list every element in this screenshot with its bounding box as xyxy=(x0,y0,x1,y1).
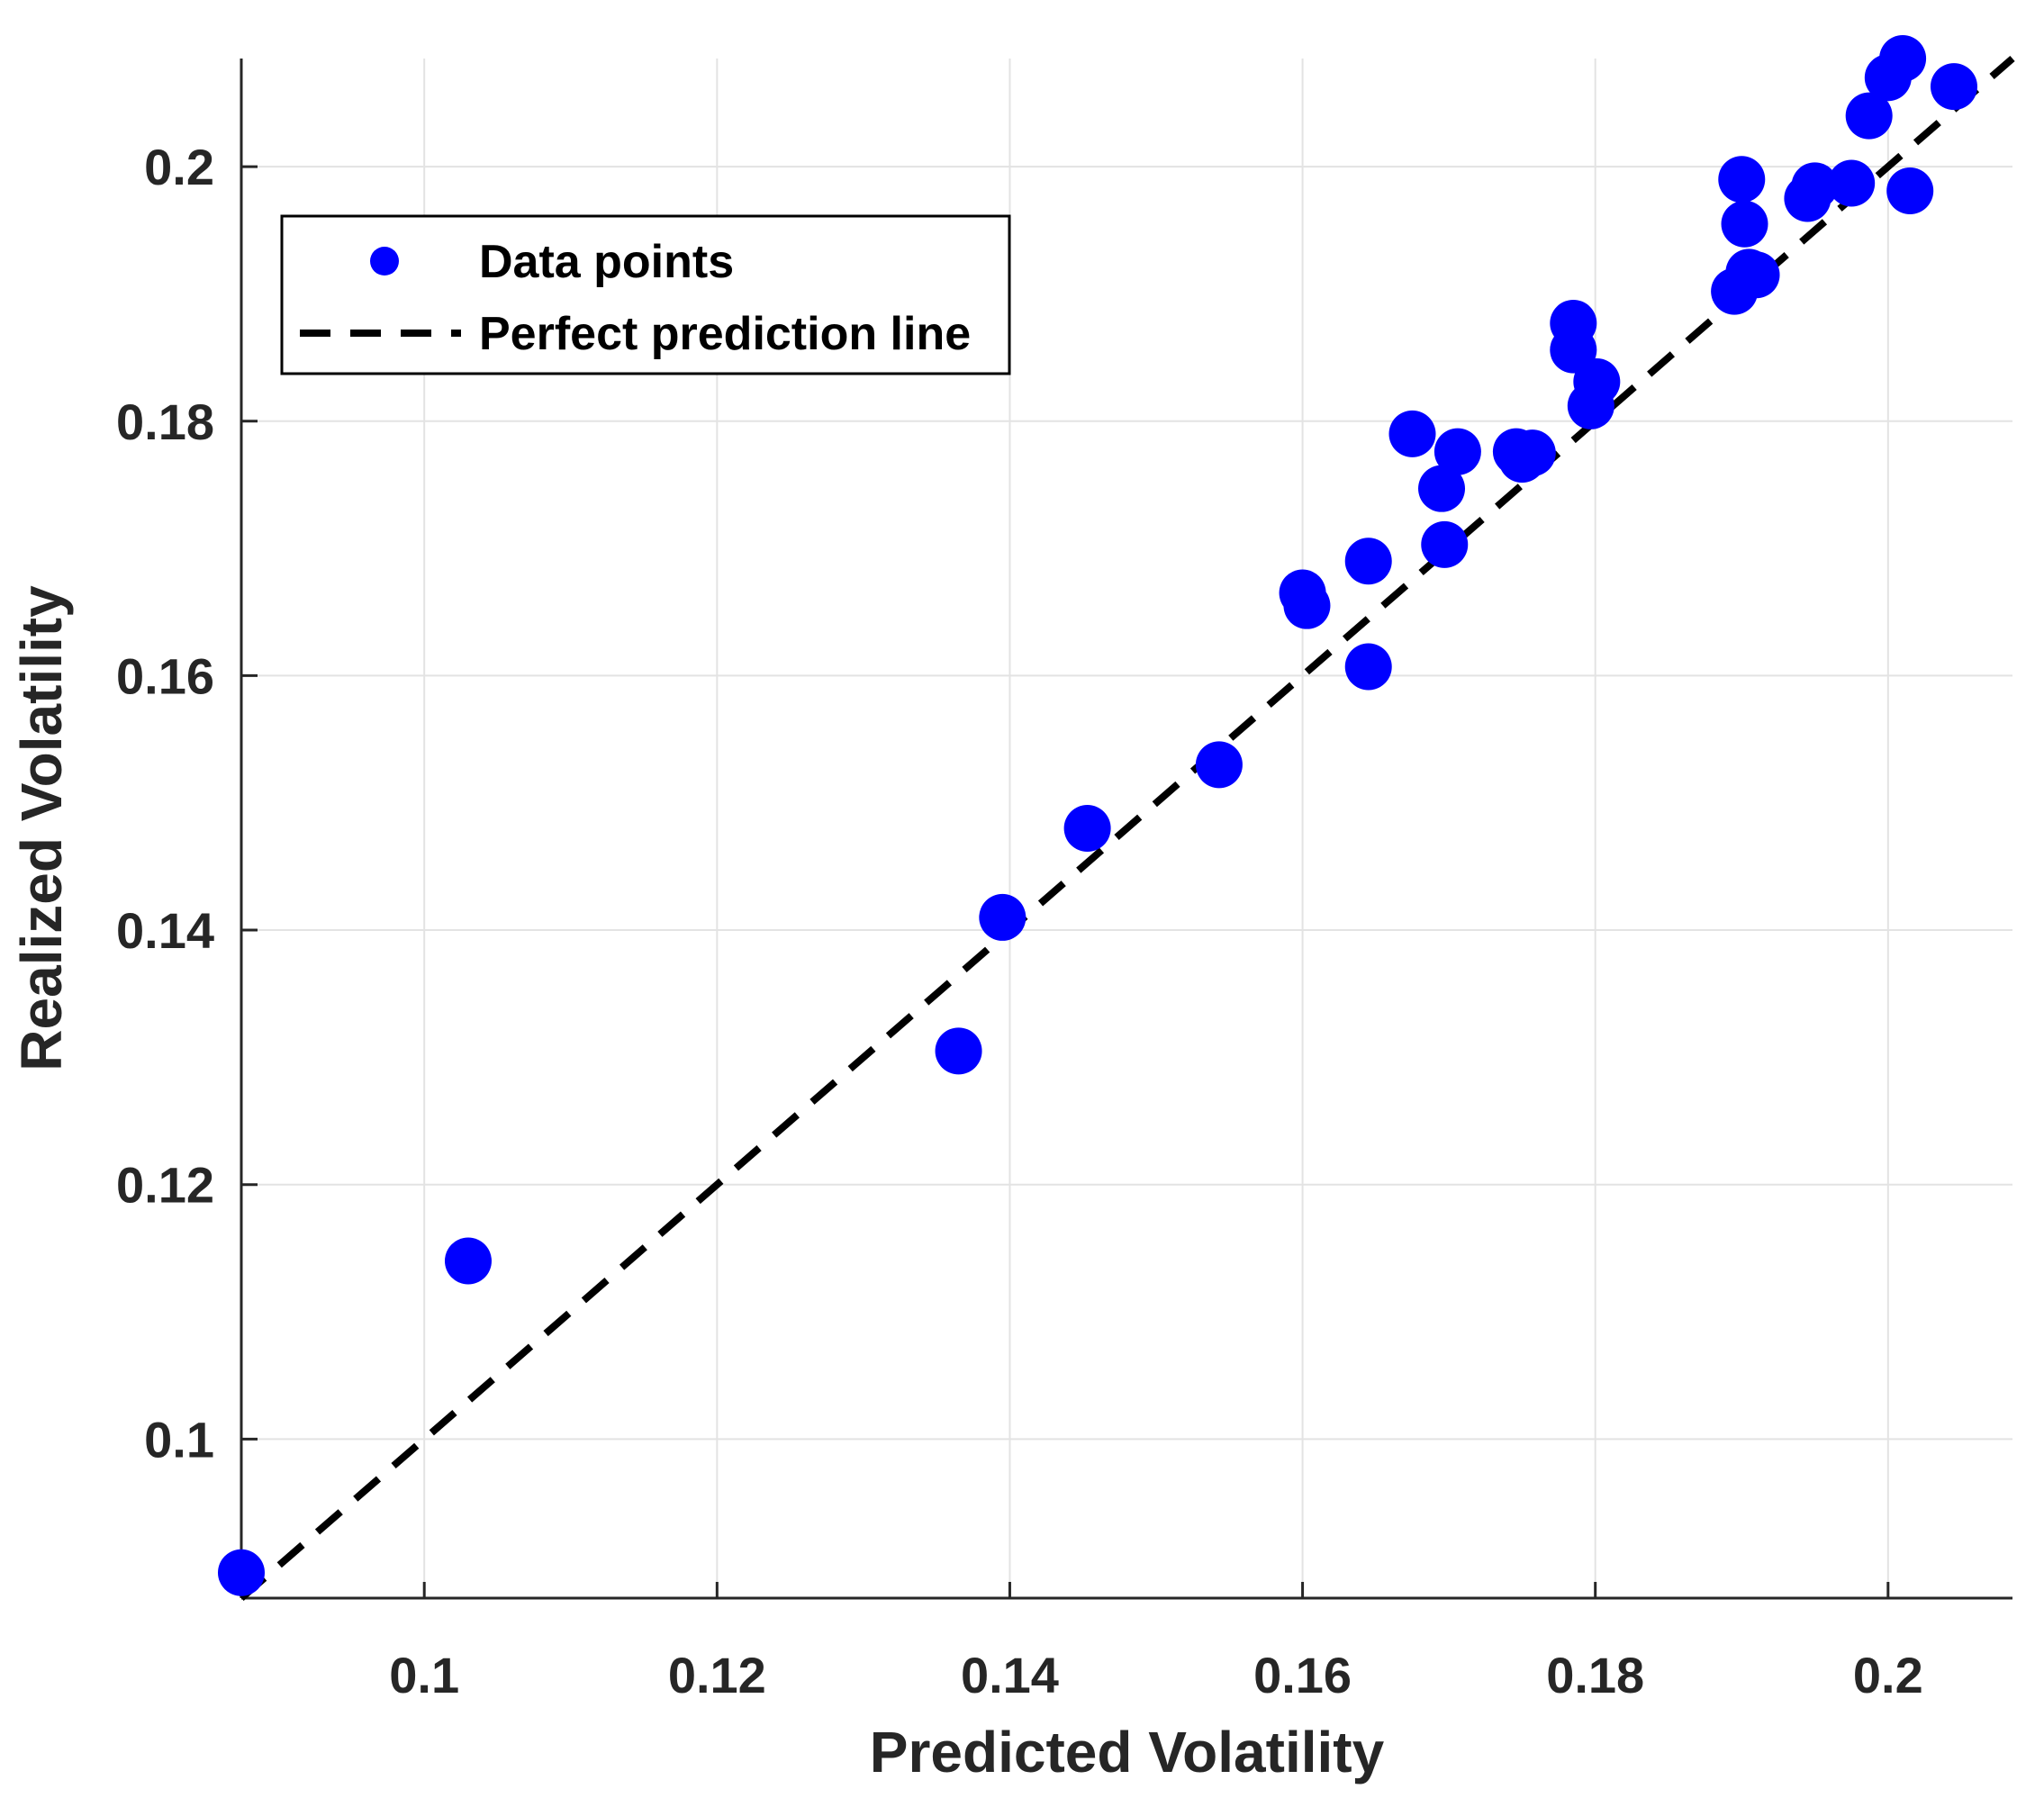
x-axis-label: Predicted Volatility xyxy=(870,1720,1385,1784)
data-point xyxy=(1845,92,1893,140)
x-tick-label: 0.2 xyxy=(1853,1647,1923,1703)
data-point xyxy=(1195,741,1243,789)
y-tick-label: 0.18 xyxy=(116,393,214,450)
data-point xyxy=(1421,520,1469,568)
legend-box xyxy=(280,214,1011,375)
data-point xyxy=(218,1549,265,1596)
tick-labels: 0.1 0.12 0.14 0.16 0.18 0.2 0.1 0.12 0.14 0.16 0.1… xyxy=(116,139,1923,1703)
y-tick-label: 0.2 xyxy=(144,139,214,195)
data-point xyxy=(1508,429,1556,477)
data-point xyxy=(1828,159,1876,207)
data-point xyxy=(1063,805,1111,852)
y-axis-label: Realized Volatility xyxy=(9,585,74,1071)
data-point xyxy=(979,893,1027,941)
data-point xyxy=(1418,465,1466,512)
data-point xyxy=(1791,162,1839,210)
y-tick-label: 0.16 xyxy=(116,647,214,704)
y-tick-label: 0.1 xyxy=(144,1411,214,1468)
legend-label-data-points: Data points xyxy=(479,236,734,288)
plot-series xyxy=(218,35,2015,1602)
x-tick-label: 0.16 xyxy=(1253,1647,1352,1703)
legend-marker-data-points xyxy=(370,247,399,276)
x-tick-label: 0.1 xyxy=(389,1647,459,1703)
data-point xyxy=(1388,410,1436,457)
legend: Data points Perfect prediction line xyxy=(280,214,1011,375)
data-point xyxy=(1434,428,1481,475)
data-point xyxy=(1879,35,1927,82)
data-point xyxy=(935,1027,982,1075)
perfect-prediction-line xyxy=(239,55,2015,1602)
data-point xyxy=(1732,251,1780,299)
legend-label-perfect-line: Perfect prediction line xyxy=(479,308,971,360)
x-tick-label: 0.18 xyxy=(1546,1647,1644,1703)
data-point xyxy=(1344,538,1392,585)
axes xyxy=(240,59,2012,1600)
data-point xyxy=(1930,63,1977,111)
y-tick-label: 0.12 xyxy=(116,1157,214,1214)
data-point xyxy=(1886,167,1934,214)
data-point xyxy=(1573,357,1621,405)
x-tick-label: 0.12 xyxy=(668,1647,766,1703)
data-point xyxy=(1721,200,1768,248)
data-point xyxy=(1283,582,1331,629)
data-point xyxy=(1344,643,1392,691)
data-point xyxy=(444,1237,492,1285)
data-point xyxy=(1718,156,1766,203)
y-tick-label: 0.14 xyxy=(116,902,214,959)
x-tick-label: 0.14 xyxy=(961,1647,1059,1703)
